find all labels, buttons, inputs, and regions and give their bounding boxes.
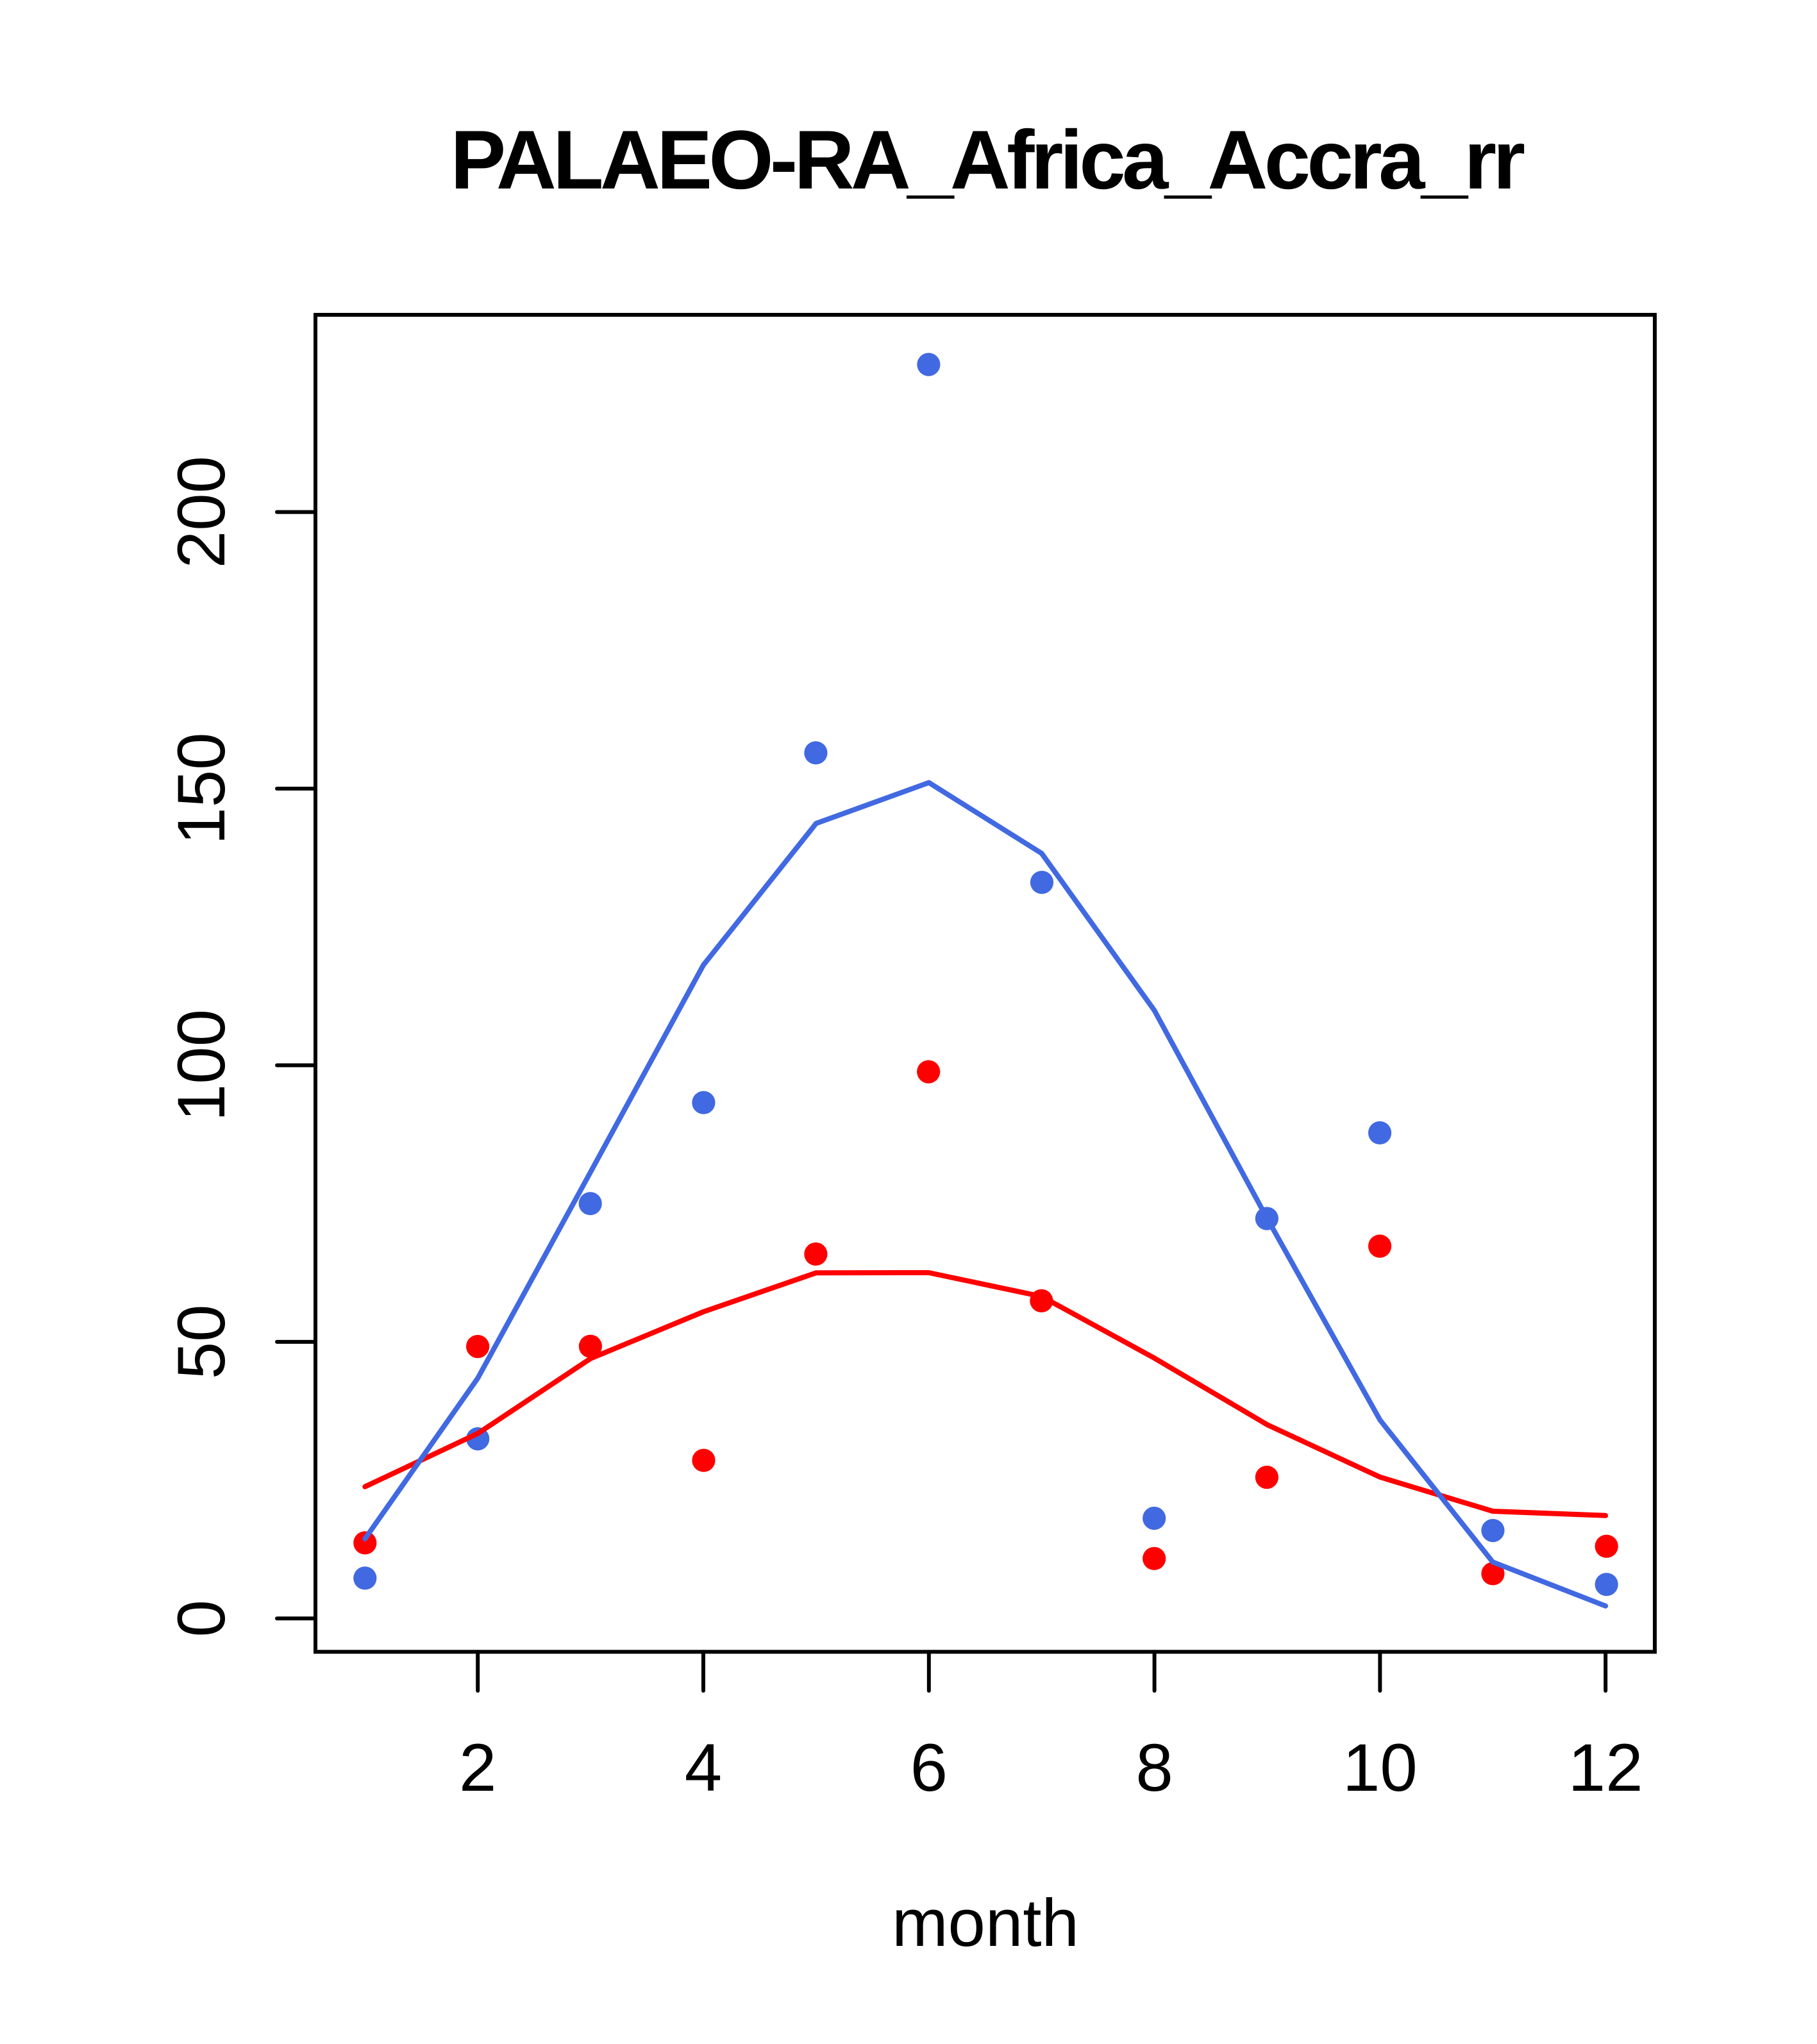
svg-text:50: 50 — [164, 1305, 239, 1380]
svg-text:0: 0 — [164, 1600, 239, 1637]
svg-text:100: 100 — [164, 1009, 239, 1121]
svg-text:PALAEO-RA_Africa_Accra_rr: PALAEO-RA_Africa_Accra_rr — [450, 113, 1524, 206]
svg-text:200: 200 — [164, 456, 239, 568]
svg-text:8: 8 — [1135, 1730, 1173, 1805]
svg-text:150: 150 — [164, 732, 239, 844]
svg-text:4: 4 — [685, 1730, 722, 1805]
svg-text:6: 6 — [910, 1730, 948, 1805]
svg-text:10: 10 — [1343, 1730, 1418, 1805]
svg-text:12: 12 — [1568, 1730, 1643, 1805]
svg-text:month: month — [892, 1886, 1079, 1961]
svg-text:2: 2 — [459, 1730, 496, 1805]
